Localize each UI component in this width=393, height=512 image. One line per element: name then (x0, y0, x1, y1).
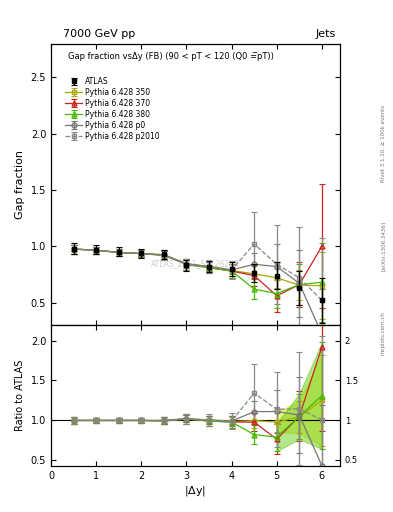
Text: Jets: Jets (316, 29, 336, 39)
X-axis label: |$\Delta$y|: |$\Delta$y| (184, 483, 207, 498)
Text: ATLAS_2011_S9126244: ATLAS_2011_S9126244 (151, 259, 240, 268)
Text: 7000 GeV pp: 7000 GeV pp (63, 29, 135, 39)
Text: Gap fraction vsΔy (FB) (90 < pT < 120 (Q0 =̅pT)): Gap fraction vsΔy (FB) (90 < pT < 120 (Q… (68, 52, 274, 61)
Y-axis label: Gap fraction: Gap fraction (15, 150, 25, 219)
Y-axis label: Ratio to ATLAS: Ratio to ATLAS (15, 360, 25, 431)
Text: mcplots.cern.ch: mcplots.cern.ch (381, 311, 386, 355)
Legend: ATLAS, Pythia 6.428 350, Pythia 6.428 370, Pythia 6.428 380, Pythia 6.428 p0, Py: ATLAS, Pythia 6.428 350, Pythia 6.428 37… (64, 75, 161, 142)
Text: [arXiv:1306.3436]: [arXiv:1306.3436] (381, 221, 386, 271)
Text: Rivet 3.1.10, ≥ 100k events: Rivet 3.1.10, ≥ 100k events (381, 105, 386, 182)
